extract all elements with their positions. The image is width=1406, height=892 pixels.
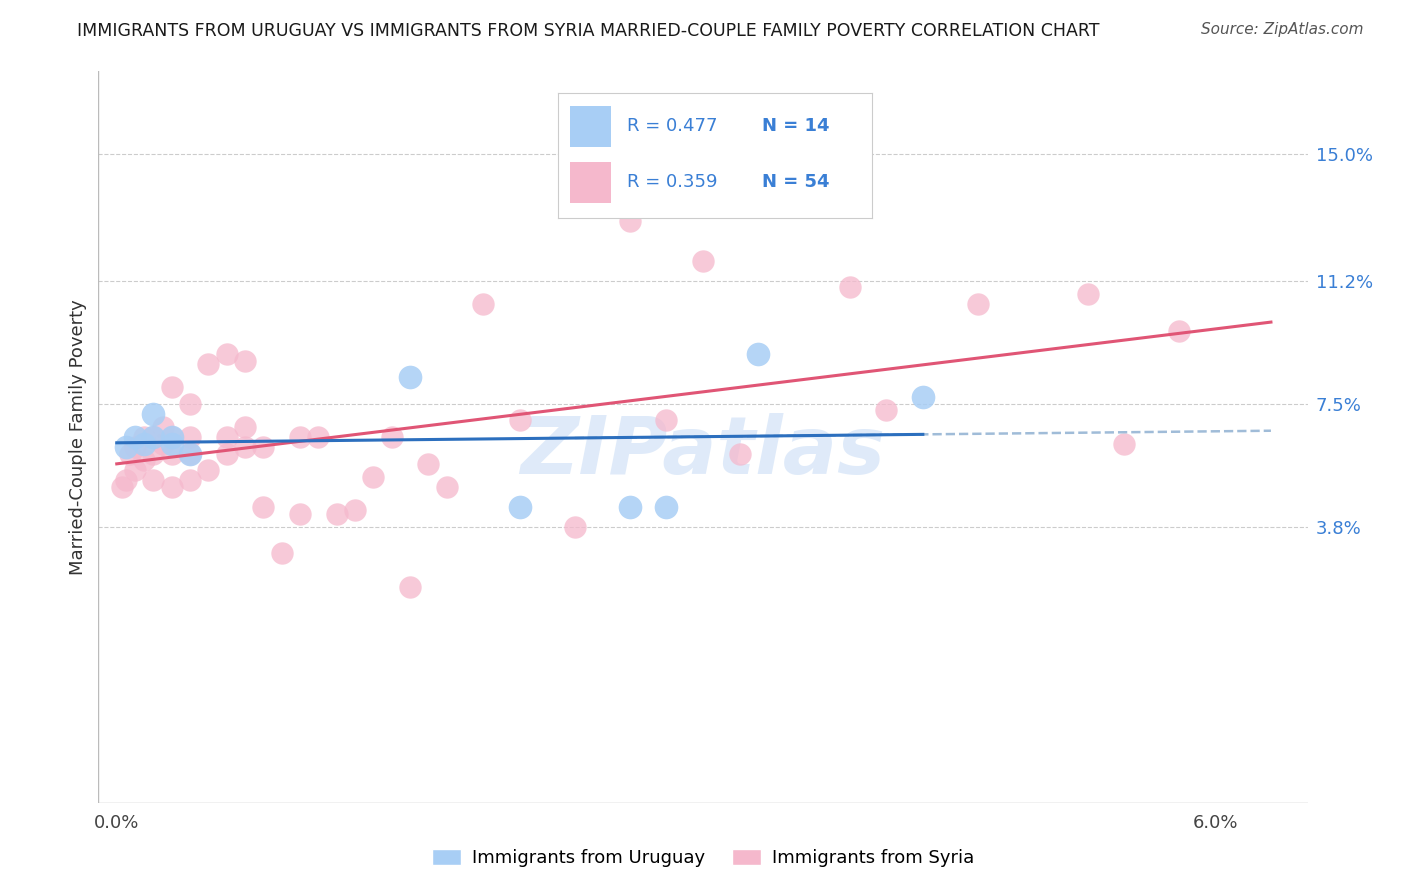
Point: [399, 370, 422, 384]
Point: [325, 507, 347, 521]
Point: [160, 380, 183, 394]
Point: [655, 413, 678, 427]
Point: [838, 280, 860, 294]
Point: [233, 440, 256, 454]
Point: [160, 436, 183, 450]
Point: [1168, 324, 1191, 338]
Point: [509, 500, 531, 514]
Point: [307, 430, 329, 444]
Point: [179, 397, 201, 411]
Point: [111, 480, 134, 494]
Point: [124, 440, 146, 454]
Point: [966, 297, 988, 311]
Point: [252, 440, 274, 454]
Text: Source: ZipAtlas.com: Source: ZipAtlas.com: [1201, 22, 1364, 37]
Text: IMMIGRANTS FROM URUGUAY VS IMMIGRANTS FROM SYRIA MARRIED-COUPLE FAMILY POVERTY C: IMMIGRANTS FROM URUGUAY VS IMMIGRANTS FR…: [77, 22, 1099, 40]
Point: [233, 420, 256, 434]
Point: [619, 500, 641, 514]
Point: [179, 430, 201, 444]
Point: [436, 480, 458, 494]
Point: [399, 580, 422, 594]
Point: [215, 347, 238, 361]
Point: [134, 430, 156, 444]
Point: [152, 420, 174, 434]
Point: [124, 430, 146, 444]
Point: [215, 430, 238, 444]
Point: [142, 407, 165, 421]
Point: [288, 430, 311, 444]
Point: [215, 447, 238, 461]
Point: [124, 463, 146, 477]
Point: [179, 473, 201, 487]
Legend: Immigrants from Uruguay, Immigrants from Syria: Immigrants from Uruguay, Immigrants from…: [425, 841, 981, 874]
Point: [233, 353, 256, 368]
Point: [418, 457, 440, 471]
Point: [747, 347, 769, 361]
Point: [1077, 287, 1099, 301]
Point: [380, 430, 402, 444]
Point: [692, 253, 714, 268]
Point: [152, 436, 174, 450]
Point: [728, 447, 751, 461]
Point: [252, 500, 274, 514]
Point: [270, 546, 292, 560]
Point: [118, 447, 141, 461]
Point: [875, 403, 897, 417]
Point: [361, 470, 384, 484]
Point: [564, 520, 586, 534]
Point: [134, 453, 156, 467]
Y-axis label: Married-Couple Family Poverty: Married-Couple Family Poverty: [69, 299, 87, 575]
Point: [911, 390, 934, 404]
Point: [509, 413, 531, 427]
Point: [343, 503, 366, 517]
Point: [197, 357, 219, 371]
Text: ZIPatlas: ZIPatlas: [520, 413, 886, 491]
Point: [134, 436, 156, 450]
Point: [179, 447, 201, 461]
Point: [142, 447, 165, 461]
Point: [160, 430, 183, 444]
Point: [142, 473, 165, 487]
Point: [115, 440, 138, 454]
Point: [288, 507, 311, 521]
Point: [472, 297, 495, 311]
Point: [142, 430, 165, 444]
Point: [160, 430, 183, 444]
Point: [115, 473, 138, 487]
Point: [655, 500, 678, 514]
Point: [179, 447, 201, 461]
Point: [160, 480, 183, 494]
Point: [619, 214, 641, 228]
Point: [160, 447, 183, 461]
Point: [197, 463, 219, 477]
Point: [1114, 436, 1136, 450]
Point: [142, 430, 165, 444]
